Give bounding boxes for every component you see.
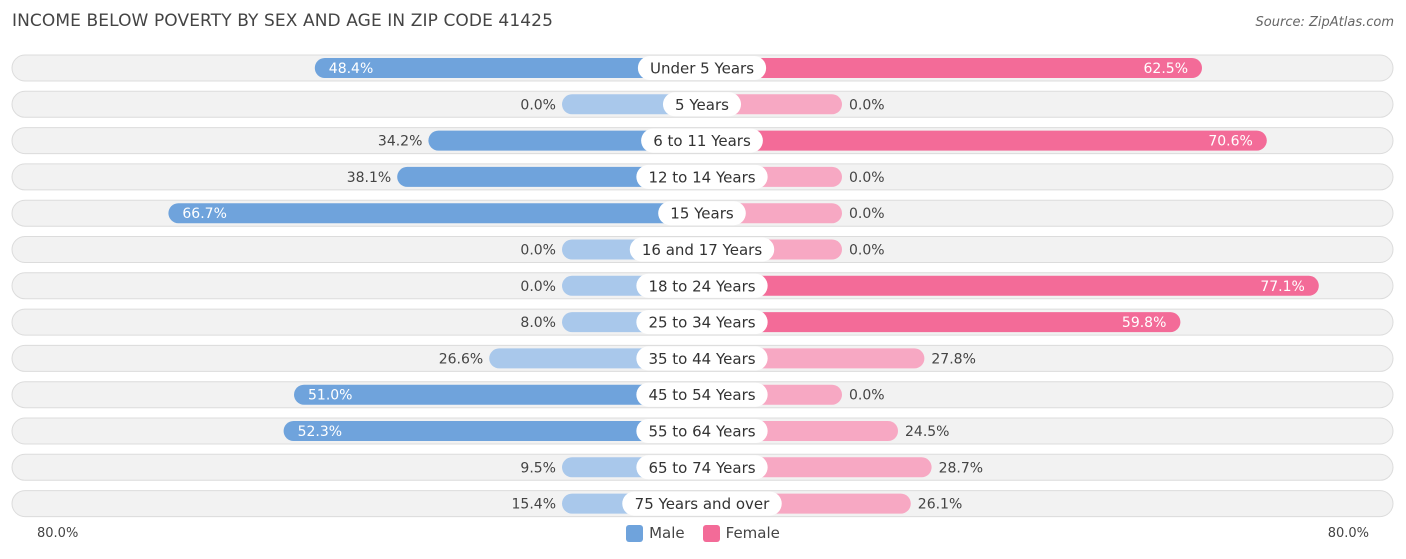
legend-swatch-male	[626, 524, 644, 542]
category-label: 55 to 64 Years	[648, 423, 755, 441]
value-label-male: 66.7%	[182, 206, 226, 222]
value-label-male: 0.0%	[520, 97, 556, 113]
legend-label-female: Female	[725, 524, 780, 542]
category-pill	[636, 310, 768, 335]
category-label: 5 Years	[675, 96, 729, 114]
category-pill	[662, 92, 742, 117]
bar-female	[702, 130, 1267, 151]
category-label: 25 to 34 Years	[648, 314, 755, 332]
value-label-female: 24.5%	[905, 424, 949, 440]
value-label-male: 9.5%	[520, 460, 556, 476]
bar-female	[702, 275, 1319, 296]
value-label-male: 34.2%	[378, 134, 422, 150]
category-label: 45 to 54 Years	[648, 386, 755, 404]
category-label: 6 to 11 Years	[653, 132, 751, 150]
bar-female	[702, 312, 1181, 333]
category-label: 16 and 17 Years	[642, 241, 762, 259]
category-label: 12 to 14 Years	[648, 168, 755, 186]
value-label-female: 0.0%	[849, 243, 885, 259]
category-label: 75 Years and over	[635, 495, 770, 513]
value-label-female: 0.0%	[849, 97, 885, 113]
bar-female	[702, 58, 1202, 78]
chart-title: INCOME BELOW POVERTY BY SEX AND AGE IN Z…	[12, 11, 554, 31]
value-label-female: 28.7%	[939, 460, 983, 476]
bar-male	[428, 130, 702, 151]
category-pill	[637, 56, 767, 80]
value-label-female: 27.8%	[931, 351, 975, 367]
bar-male	[283, 421, 702, 441]
legend-label-male: Male	[649, 524, 685, 542]
value-label-male: 15.4%	[512, 497, 556, 513]
value-label-male: 0.0%	[520, 279, 556, 295]
value-label-female: 0.0%	[849, 388, 885, 404]
category-pill	[629, 237, 775, 262]
value-label-male: 38.1%	[347, 170, 391, 186]
category-label: 18 to 24 Years	[648, 277, 755, 295]
category-label: Under 5 Years	[650, 60, 754, 78]
legend-item-male[interactable]: Male	[626, 524, 685, 542]
category-label: 35 to 44 Years	[648, 350, 755, 368]
value-label-female: 59.8%	[1122, 315, 1166, 331]
category-pill	[622, 491, 782, 516]
bar-male	[294, 384, 702, 405]
category-pill	[636, 164, 768, 189]
value-label-female: 62.5%	[1144, 61, 1188, 77]
category-pill	[641, 128, 763, 153]
value-label-male: 48.4%	[329, 61, 373, 77]
category-pill	[636, 382, 768, 407]
legend-item-female[interactable]: Female	[702, 524, 780, 542]
category-pill	[636, 455, 768, 480]
value-label-female: 0.0%	[849, 206, 885, 222]
source-note: Source: ZipAtlas.com	[1255, 15, 1394, 30]
category-pill	[636, 346, 768, 371]
axis-right-label: 80.0%	[1327, 526, 1369, 541]
category-label: 15 Years	[670, 205, 734, 223]
bar-male	[168, 203, 702, 224]
category-pill	[636, 419, 768, 443]
value-label-male: 0.0%	[520, 243, 556, 259]
diverging-bar-chart: 48.4% 62.5% Under 5 Years 0.0% 0.0% 5 Years 34…	[11, 54, 1394, 518]
value-label-male: 52.3%	[298, 424, 342, 440]
value-label-male: 51.0%	[308, 388, 352, 404]
legend: Male Female	[0, 524, 1406, 542]
legend-swatch-female	[702, 524, 720, 542]
category-pill	[658, 201, 746, 226]
value-label-male: 26.6%	[439, 351, 483, 367]
bar-male	[397, 166, 702, 187]
bar-male	[314, 58, 702, 78]
category-pill	[636, 273, 768, 298]
value-label-female: 70.6%	[1208, 134, 1252, 150]
axis-left-label: 80.0%	[37, 526, 79, 541]
value-label-female: 26.1%	[918, 497, 962, 513]
value-label-male: 8.0%	[520, 315, 556, 331]
value-label-female: 77.1%	[1260, 279, 1304, 295]
value-label-female: 0.0%	[849, 170, 885, 186]
category-label: 65 to 74 Years	[648, 459, 755, 477]
